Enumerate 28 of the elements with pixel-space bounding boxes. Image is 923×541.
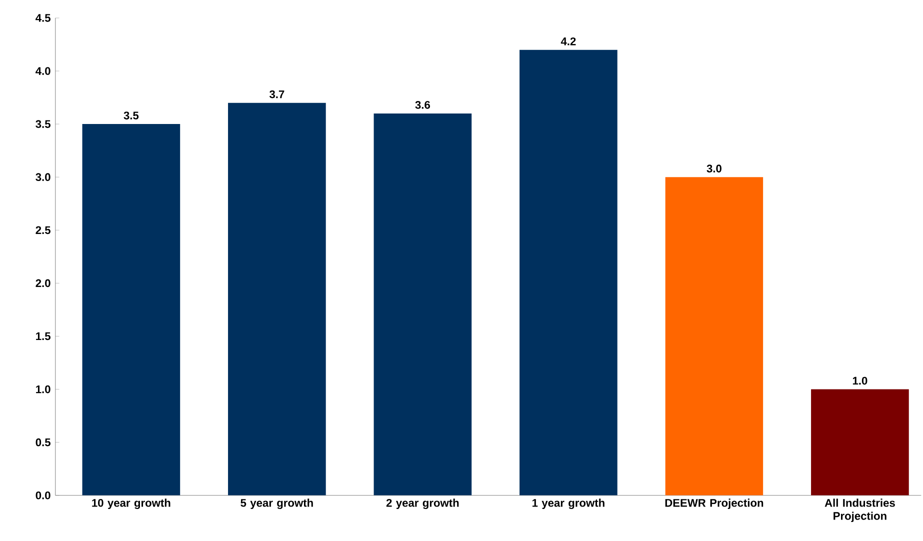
y-tick-label: 4.5 — [36, 14, 50, 22]
x-tick-label: 10 year growth — [92, 498, 170, 510]
x-tick-label: 5 year growth — [240, 498, 313, 510]
data-label: 3.0 — [706, 164, 722, 172]
x-tick-label: 2 year growth — [386, 498, 459, 510]
data-label: 1.0 — [852, 376, 868, 385]
data-label: 3.5 — [124, 112, 139, 120]
x-tick-label: 1 year growth — [532, 498, 604, 510]
y-tick-label: 3.5 — [36, 120, 50, 128]
data-label: 4.2 — [560, 37, 576, 46]
y-tick-label: 2.0 — [36, 279, 50, 288]
bar — [374, 113, 472, 496]
x-tick-label: All Industries Projection — [824, 498, 895, 522]
y-tick-label: 4.0 — [36, 67, 50, 75]
bar — [811, 389, 909, 496]
bar — [82, 124, 180, 496]
bar — [520, 50, 618, 496]
y-tick-label: 1.0 — [36, 385, 50, 394]
y-tick-label: 0.0 — [36, 491, 50, 500]
data-label: 3.7 — [269, 90, 284, 98]
x-tick-label: DEEWR Projection — [665, 498, 764, 509]
y-tick-label: 0.5 — [36, 438, 50, 446]
y-tick-label: 3.0 — [36, 173, 50, 182]
data-label: 3.6 — [415, 100, 430, 109]
bar — [665, 177, 764, 496]
bar — [228, 102, 326, 496]
y-tick-label: 2.5 — [36, 226, 50, 234]
y-tick-label: 1.5 — [36, 332, 50, 340]
